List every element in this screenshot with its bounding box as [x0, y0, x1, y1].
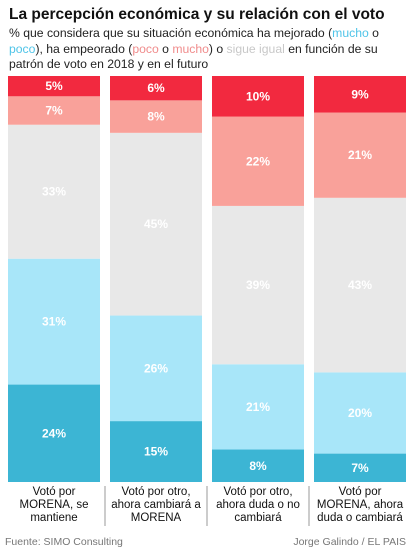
bar-segment-sigue-igual-2	[110, 132, 202, 316]
bar-segment-poco-mejor-3	[212, 364, 304, 450]
legend-sigue-igual: sigue igual	[226, 41, 285, 56]
author-credit: Jorge Galindo / EL PAIS	[293, 536, 406, 548]
value-label-mucho-peor-4: 9%	[351, 87, 369, 101]
value-label-poco-peor-1: 7%	[45, 104, 63, 118]
value-label-mucho-mejor-3: 8%	[249, 459, 267, 473]
subtitle-text-6: en función de su patrón de voto en 2018 …	[9, 41, 378, 72]
value-label-sigue-igual-4: 43%	[348, 278, 372, 292]
subtitle-text-4: o	[158, 41, 173, 56]
bar-segment-mucho-peor-1	[8, 76, 100, 97]
bar-segment-mucho-peor-3	[212, 76, 304, 117]
value-label-poco-mejor-1: 31%	[42, 315, 66, 329]
value-label-sigue-igual-3: 39%	[246, 278, 270, 292]
value-label-sigue-igual-1: 33%	[42, 185, 66, 199]
category-label-3: Votó por otro, ahora duda o no cambiará	[216, 486, 300, 524]
legend-poco-mejor: poco	[9, 41, 36, 56]
bar-segment-poco-peor-1	[8, 96, 100, 125]
bar-segment-mucho-peor-4	[314, 76, 406, 113]
bar-segment-sigue-igual-3	[212, 205, 304, 365]
bar-segment-poco-peor-3	[212, 116, 304, 206]
bar-segment-sigue-igual-4	[314, 197, 406, 373]
bar-segment-poco-mejor-2	[110, 315, 202, 422]
legend-poco-peor: poco	[132, 41, 159, 56]
chart-subtitle: % que considera que su situación económi…	[9, 26, 407, 73]
value-label-poco-peor-2: 8%	[147, 110, 165, 124]
bar-segment-poco-peor-2	[110, 100, 202, 133]
value-label-poco-mejor-4: 20%	[348, 406, 372, 420]
category-label-1: Votó por MORENA, se mantiene	[19, 486, 88, 524]
value-label-mucho-peor-2: 6%	[147, 81, 165, 95]
bar-segment-mucho-mejor-4	[314, 453, 406, 482]
value-label-mucho-mejor-4: 7%	[351, 461, 369, 475]
bar-segment-mucho-mejor-1	[8, 384, 100, 482]
value-label-poco-mejor-3: 21%	[246, 400, 270, 414]
legend-mucho-mejor: mucho	[332, 26, 369, 40]
chart-title: La percepción económica y su relación co…	[9, 6, 385, 23]
subtitle-text-5: ) o	[208, 41, 227, 56]
legend-mucho-peor: mucho	[172, 41, 209, 56]
source-note: Fuente: SIMO Consulting	[5, 536, 123, 548]
value-label-poco-mejor-2: 26%	[144, 361, 168, 375]
subtitle-text-3: ), ha empeorado (	[35, 41, 133, 56]
value-label-poco-peor-3: 22%	[246, 154, 270, 168]
subtitle-text-2: o	[368, 26, 379, 40]
bar-segment-mucho-mejor-2	[110, 421, 202, 482]
value-label-mucho-mejor-1: 24%	[42, 426, 66, 440]
bar-segment-sigue-igual-1	[8, 124, 100, 259]
subtitle-text-1: % que considera que su situación económi…	[9, 26, 333, 40]
value-label-sigue-igual-2: 45%	[144, 217, 168, 231]
bar-segment-poco-peor-4	[314, 112, 406, 198]
bar-segment-poco-mejor-4	[314, 372, 406, 454]
value-label-mucho-peor-1: 5%	[45, 79, 63, 93]
value-label-mucho-mejor-2: 15%	[144, 445, 168, 459]
bar-segment-mucho-peor-2	[110, 76, 202, 101]
value-label-mucho-peor-3: 10%	[246, 89, 270, 103]
value-label-poco-peor-4: 21%	[348, 148, 372, 162]
category-label-2: Votó por otro, ahora cambiará a MORENA	[111, 486, 201, 524]
bar-segment-poco-mejor-1	[8, 258, 100, 385]
bar-segment-mucho-mejor-3	[212, 449, 304, 482]
category-label-4: Votó por MORENA, ahora duda o cambiará	[317, 486, 404, 524]
